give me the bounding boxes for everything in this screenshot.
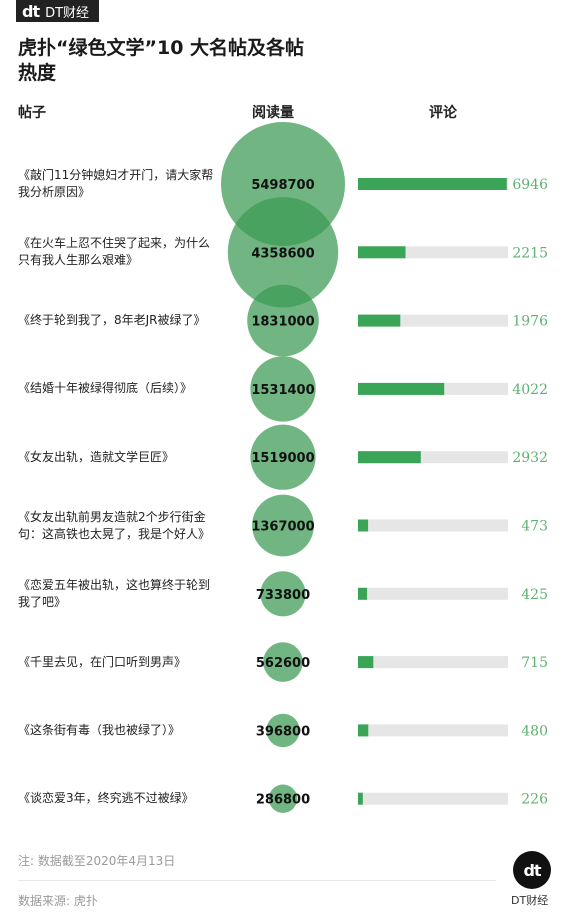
- comment-bar: [358, 792, 363, 805]
- reads-value-label: 562600: [256, 656, 310, 671]
- reads-bubble: [268, 784, 298, 813]
- reads-value-label: 286800: [256, 793, 310, 808]
- bubble-layer: [221, 122, 345, 813]
- logo-name: DT财经: [45, 5, 90, 21]
- comment-value-label: 2215: [512, 245, 548, 261]
- comment-value-label: 715: [521, 655, 548, 671]
- post-label: 《女友出轨，造就文学巨匠》: [18, 449, 175, 464]
- post-label: 《在火车上忍不住哭了起来，为什么只有我人生那么艰难》: [18, 236, 211, 268]
- footer-divider: [18, 880, 496, 881]
- post-label: 《终于轮到我了，8年老JR被绿了》: [18, 313, 206, 328]
- comment-bar: [358, 656, 374, 669]
- header-comments: 评论: [429, 105, 457, 121]
- post-label: 《谈恋爱3年，终究逃不过被绿》: [18, 791, 194, 806]
- reads-value-label: 1367000: [251, 520, 314, 535]
- note-text: 注: 数据截至2020年4月13日: [18, 854, 176, 868]
- reads-value-label: 396800: [256, 724, 310, 739]
- comment-bar-track: [358, 792, 508, 805]
- comment-bar-track: [358, 519, 508, 532]
- reads-bubble: [227, 197, 339, 308]
- post-label: 《千里去见，在门口听到男声》: [18, 654, 187, 669]
- comment-bar: [358, 519, 369, 532]
- brand-logo: dt DT财经: [16, 0, 100, 22]
- reads-value-label: 1531400: [251, 383, 314, 398]
- bubble-value-layer: 5498700 4358600 1831000 1531400 1519000 13670…: [251, 178, 314, 808]
- comment-value-label: 473: [521, 519, 548, 535]
- reads-bubble: [266, 713, 300, 748]
- reads-value-label: 1831000: [251, 315, 314, 330]
- post-label: 《这条街有毒（我也被绿了）》: [18, 722, 181, 737]
- source-text: 数据来源: 虎扑: [18, 894, 98, 908]
- comment-value-label: 425: [521, 587, 548, 603]
- reads-bubble: [247, 284, 319, 357]
- comment-value-label: 1976: [512, 314, 548, 330]
- comment-value-label: 6946: [512, 177, 548, 193]
- reads-bubble: [250, 424, 316, 490]
- comment-bar-track: [358, 724, 508, 737]
- comment-value-label: 480: [521, 723, 548, 739]
- comment-bar: [358, 451, 421, 464]
- comment-value-label: 4022: [512, 382, 548, 398]
- comment-value-label: 2932: [512, 450, 548, 466]
- reads-bubble: [260, 571, 306, 617]
- footer-brand: DT财经: [511, 894, 549, 907]
- logo-mark: dt: [22, 1, 40, 21]
- post-label: 《恋爱五年被出轨，这也算终于轮到我了吧》: [18, 577, 211, 609]
- reads-value-label: 4358600: [251, 246, 314, 261]
- comment-bar-track: [358, 246, 508, 259]
- comment-bar: [358, 724, 369, 737]
- header-reads: 阅读量: [252, 105, 294, 121]
- reads-value-label: 733800: [256, 588, 310, 603]
- reads-bubble: [252, 494, 314, 557]
- post-label: 《女友出轨前男友造就2个步行街金句：这高铁也太晃了，我是个好人》: [18, 509, 211, 541]
- footer-logo: dt: [513, 851, 551, 889]
- reads-bubble: [250, 356, 316, 422]
- reads-value-label: 1519000: [251, 451, 314, 466]
- comment-bar: [358, 314, 401, 327]
- comment-bar: [358, 382, 445, 395]
- comment-bar-track: [358, 587, 508, 600]
- reads-bubble: [263, 642, 303, 682]
- chart-title: 虎扑“绿色文学”10 大名帖及各帖热度: [18, 37, 305, 84]
- bar-layer: 6946 2215 1976 4022 2932 473 425 715 480 226: [358, 177, 548, 808]
- comment-value-label: 226: [521, 792, 548, 808]
- post-label: 《结婚十年被绿得彻底（后续）》: [18, 381, 193, 396]
- reads-value-label: 5498700: [251, 178, 314, 193]
- comment-bar: [358, 246, 406, 259]
- comment-bar: [358, 587, 368, 600]
- post-label: 《敲门11分钟媳妇才开门，请大家帮我分析原因》: [18, 168, 214, 199]
- header-post: 帖子: [18, 105, 46, 121]
- comment-bar: [358, 178, 507, 190]
- comment-bar-track: [358, 656, 508, 669]
